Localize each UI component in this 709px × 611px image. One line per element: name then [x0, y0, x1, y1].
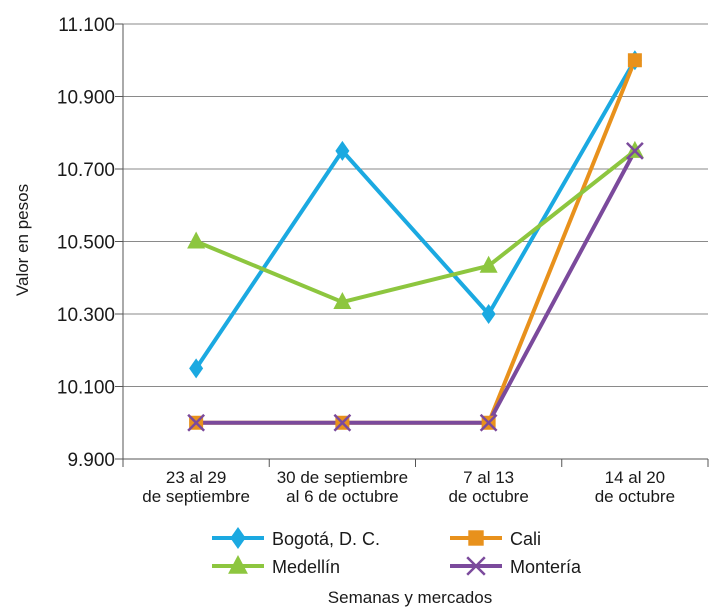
data-point-triangle: [187, 231, 206, 249]
data-point-triangle: [479, 255, 498, 273]
data-point-triangle: [228, 555, 248, 574]
data-point-diamond: [230, 527, 246, 549]
gridlines: [115, 23, 709, 467]
data-point-x: [466, 556, 486, 576]
series-line: [196, 149, 637, 425]
legend-label: Bogotá, D. C.: [272, 529, 380, 549]
x-tick-label: 14 al 20 de octubre: [595, 468, 675, 506]
data-point-diamond: [335, 140, 350, 161]
y-tick-label: 10.300: [57, 305, 115, 326]
y-tick-label: 10.100: [57, 378, 115, 399]
data-point-diamond: [189, 358, 204, 379]
legend: Bogotá, D. C. Cali Medellín Montería: [212, 527, 582, 577]
x-tick-label: 23 al 29 de septiembre: [142, 468, 250, 506]
data-point-triangle: [333, 292, 352, 310]
data-point-diamond: [481, 304, 496, 324]
y-tick-label: 11.100: [58, 15, 115, 36]
series-line: [194, 59, 637, 370]
data-point-x: [625, 141, 644, 160]
data-point-square: [627, 53, 642, 68]
series-markers: [187, 50, 644, 432]
x-tick-label: 30 de septiembre al 6 de octubre: [277, 468, 408, 506]
y-axis-ticks: 9.900 10.100 10.300 10.500 10.700 10.900 11.10…: [57, 15, 115, 471]
series-lines: [194, 59, 637, 425]
legend-label: Cali: [510, 529, 541, 549]
data-point-x: [187, 413, 206, 432]
y-tick-label: 10.500: [57, 233, 115, 254]
data-point-square: [468, 530, 484, 546]
x-axis-ticks: 23 al 29 de septiembre 30 de septiembre al …: [142, 468, 675, 506]
x-axis-title: Semanas y mercados: [328, 588, 492, 607]
x-tick-label: 7 al 13 de octubre: [448, 468, 528, 506]
y-tick-label: 9.900: [67, 450, 115, 471]
series-line: [195, 149, 637, 305]
legend-label: Montería: [510, 557, 582, 577]
legend-label: Medellín: [272, 557, 340, 577]
y-tick-label: 10.700: [57, 160, 115, 181]
data-point-x: [333, 413, 352, 432]
y-axis-title: Valor en pesos: [13, 184, 32, 296]
data-point-x: [479, 413, 498, 432]
y-tick-label: 10.900: [57, 88, 115, 109]
